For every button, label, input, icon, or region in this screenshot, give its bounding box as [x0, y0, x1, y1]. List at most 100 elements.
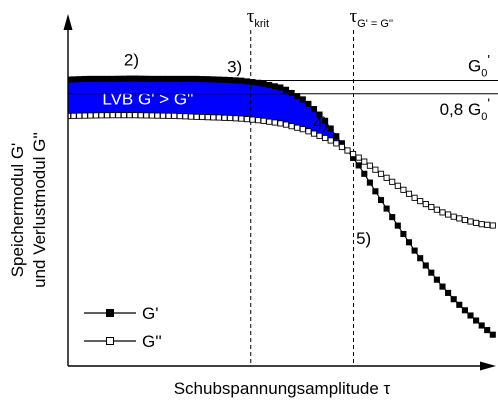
data-point-g-prime-39 — [282, 86, 290, 93]
data-point-g-prime-69 — [450, 296, 457, 303]
data-point-g-prime-62 — [411, 247, 418, 254]
data-point-g-prime-27 — [215, 76, 222, 83]
y-axis-arrow — [63, 14, 73, 30]
data-point-g-double-prime-43 — [305, 128, 312, 135]
y-axis-label-line1: Speichermodul G' — [8, 143, 27, 278]
data-point-g-double-prime-6 — [98, 112, 105, 119]
data-point-g-prime-37 — [271, 83, 278, 90]
data-point-g-prime-54 — [366, 179, 373, 186]
reference-line-label-2: 0,8 G0' — [440, 95, 490, 123]
data-point-g-double-prime-46 — [322, 134, 329, 142]
data-point-g-prime-38 — [277, 84, 284, 91]
data-point-g-double-prime-29 — [227, 114, 234, 122]
data-point-g-double-prime-72 — [467, 218, 474, 225]
data-point-g-double-prime-52 — [355, 154, 362, 161]
data-point-g-double-prime-2 — [76, 112, 83, 119]
data-point-g-prime-18 — [165, 75, 172, 82]
data-point-g-double-prime-63 — [417, 198, 424, 205]
data-point-g-double-prime-27 — [215, 114, 222, 121]
data-point-g-double-prime-47 — [327, 137, 334, 144]
data-point-g-prime-42 — [299, 96, 306, 103]
data-point-g-prime-55 — [372, 188, 379, 195]
data-point-g-prime-4 — [87, 75, 94, 82]
data-point-g-double-prime-4 — [87, 112, 94, 119]
data-point-g-prime-2 — [76, 76, 83, 83]
data-point-g-prime-12 — [132, 75, 139, 82]
data-point-g-double-prime-37 — [271, 119, 278, 126]
data-point-g-double-prime-48 — [333, 140, 340, 147]
data-point-g-prime-47 — [327, 125, 334, 132]
data-point-g-prime-25 — [204, 76, 211, 83]
data-point-g-double-prime-21 — [182, 113, 189, 120]
data-point-g-prime-67 — [439, 283, 446, 290]
data-point-g-double-prime-59 — [394, 182, 401, 189]
data-point-g-double-prime-11 — [126, 112, 133, 119]
data-point-g-prime-65 — [428, 269, 435, 276]
data-point-g-prime-19 — [171, 75, 178, 82]
data-point-g-prime-40 — [288, 89, 295, 97]
data-point-g-prime-70 — [456, 301, 463, 308]
data-point-g-double-prime-35 — [260, 117, 267, 124]
data-point-g-double-prime-40 — [288, 123, 295, 130]
data-point-g-double-prime-5 — [92, 112, 100, 119]
data-point-g-double-prime-36 — [266, 118, 273, 125]
data-point-g-double-prime-33 — [249, 116, 256, 123]
data-point-g-double-prime-20 — [176, 113, 183, 120]
data-point-g-prime-52 — [355, 162, 362, 169]
data-point-g-double-prime-17 — [159, 112, 167, 119]
data-point-g-prime-32 — [243, 78, 250, 85]
data-point-g-prime-13 — [137, 75, 144, 82]
data-point-g-double-prime-62 — [411, 194, 418, 201]
data-point-g-prime-71 — [461, 307, 468, 314]
data-point-g-prime-7 — [104, 75, 111, 82]
data-point-g-prime-35 — [260, 80, 267, 87]
data-point-g-double-prime-18 — [165, 112, 172, 119]
legend-label-g-prime: G' — [142, 304, 158, 323]
data-point-g-prime-73 — [473, 317, 480, 324]
data-point-g-prime-43 — [305, 100, 312, 107]
data-point-g-double-prime-69 — [450, 213, 457, 220]
data-point-g-prime-74 — [478, 322, 485, 329]
data-point-g-double-prime-32 — [243, 116, 250, 123]
data-point-g-prime-17 — [159, 75, 167, 82]
data-point-g-prime-5 — [92, 75, 100, 82]
data-point-g-double-prime-31 — [238, 115, 245, 122]
data-point-g-double-prime-34 — [255, 117, 262, 124]
data-point-g-prime-30 — [232, 77, 239, 84]
data-point-g-double-prime-76 — [489, 222, 496, 229]
data-point-g-double-prime-53 — [361, 158, 368, 165]
data-point-g-prime-10 — [120, 75, 127, 82]
data-point-g-double-prime-57 — [383, 174, 390, 181]
data-point-g-double-prime-23 — [193, 113, 200, 120]
data-point-g-prime-9 — [115, 75, 122, 82]
data-point-g-prime-31 — [238, 77, 245, 84]
data-point-g-double-prime-9 — [115, 112, 122, 119]
data-point-g-prime-23 — [193, 75, 200, 82]
data-point-g-prime-48 — [333, 133, 340, 140]
data-point-g-double-prime-19 — [171, 112, 178, 119]
data-point-g-prime-20 — [176, 75, 183, 82]
data-point-g-prime-1 — [70, 76, 77, 83]
data-point-g-double-prime-67 — [439, 209, 446, 216]
vertical-marker-label-1: τkrit — [247, 6, 269, 30]
data-point-g-double-prime-49 — [338, 143, 345, 151]
data-point-g-double-prime-56 — [377, 170, 385, 177]
data-point-g-double-prime-41 — [294, 124, 301, 131]
data-point-g-double-prime-65 — [428, 203, 435, 211]
data-point-g-double-prime-61 — [405, 190, 413, 197]
data-point-g-double-prime-55 — [372, 166, 379, 173]
data-point-g-double-prime-66 — [433, 206, 440, 213]
data-point-g-double-prime-16 — [154, 112, 161, 119]
data-point-g-prime-6 — [98, 75, 105, 82]
data-point-g-prime-28 — [221, 76, 228, 83]
data-point-g-prime-45 — [316, 111, 323, 118]
data-point-g-prime-53 — [361, 170, 368, 177]
data-point-g-prime-21 — [182, 75, 189, 82]
annotation-1: 2) — [124, 51, 139, 70]
annotation-3: 4) — [313, 113, 328, 132]
data-point-g-double-prime-26 — [210, 114, 217, 121]
legend: G' G'' — [84, 304, 162, 351]
data-point-g-prime-75 — [484, 327, 491, 334]
data-point-g-double-prime-68 — [445, 211, 452, 218]
